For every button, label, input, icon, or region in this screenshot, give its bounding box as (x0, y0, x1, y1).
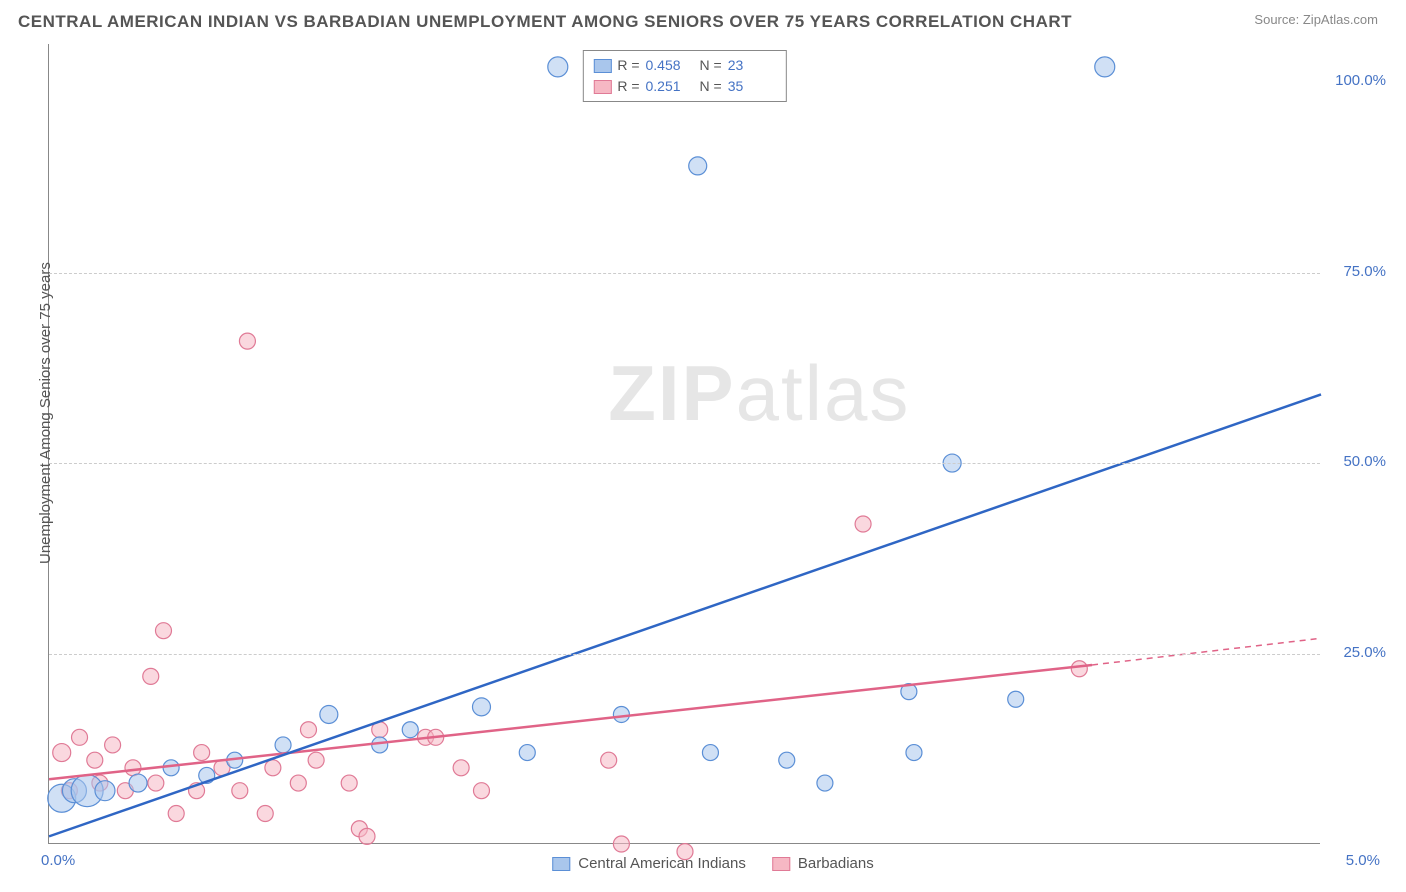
data-point (472, 698, 490, 716)
data-point (702, 745, 718, 761)
legend-swatch (593, 59, 611, 73)
data-point (155, 623, 171, 639)
data-point (473, 783, 489, 799)
plot-area: ZIPatlas Unemployment Among Seniors over… (48, 44, 1320, 844)
data-point (265, 760, 281, 776)
y-tick-label: 25.0% (1343, 644, 1386, 661)
legend-stat-row: R =0.458 N =23 (593, 55, 775, 76)
data-point (125, 760, 141, 776)
data-point (613, 706, 629, 722)
data-point (72, 729, 88, 745)
legend-label: Barbadians (798, 855, 874, 872)
regression-line (49, 665, 1092, 779)
data-point (275, 737, 291, 753)
x-tick-label: 0.0% (41, 852, 75, 869)
legend-swatch (552, 857, 570, 871)
data-point (817, 775, 833, 791)
data-point (359, 828, 375, 844)
data-point (239, 333, 255, 349)
source-citation: Source: ZipAtlas.com (1254, 12, 1378, 27)
legend-stat-row: R =0.251 N =35 (593, 76, 775, 97)
data-point (906, 745, 922, 761)
data-point (320, 705, 338, 723)
data-point (1095, 57, 1115, 77)
data-point (194, 745, 210, 761)
correlation-legend: R =0.458 N =23 R =0.251 N =35 (582, 50, 786, 102)
series-legend: Central American Indians Barbadians (552, 855, 873, 872)
legend-swatch (593, 80, 611, 94)
data-point (257, 806, 273, 822)
data-point (453, 760, 469, 776)
data-point (689, 157, 707, 175)
data-point (143, 668, 159, 684)
data-point (232, 783, 248, 799)
legend-item: Central American Indians (552, 855, 746, 872)
data-point (300, 722, 316, 738)
data-point (53, 744, 71, 762)
legend-label: Central American Indians (578, 855, 746, 872)
data-point (372, 737, 388, 753)
header: CENTRAL AMERICAN INDIAN VS BARBADIAN UNE… (0, 0, 1406, 32)
data-point (168, 806, 184, 822)
x-tick-label: 5.0% (1346, 852, 1380, 869)
data-point (1008, 691, 1024, 707)
data-point (613, 836, 629, 852)
data-point (95, 781, 115, 801)
data-point (1071, 661, 1087, 677)
data-point (129, 774, 147, 792)
data-point (855, 516, 871, 532)
legend-swatch (772, 857, 790, 871)
y-tick-label: 50.0% (1343, 453, 1386, 470)
data-point (105, 737, 121, 753)
data-point (163, 760, 179, 776)
data-point (519, 745, 535, 761)
chart-container: ZIPatlas Unemployment Among Seniors over… (48, 44, 1378, 844)
data-point (548, 57, 568, 77)
data-point (148, 775, 164, 791)
data-point (290, 775, 306, 791)
chart-svg (49, 44, 1320, 843)
y-tick-label: 100.0% (1335, 72, 1386, 89)
data-point (308, 752, 324, 768)
regression-line (49, 394, 1321, 836)
data-point (341, 775, 357, 791)
data-point (601, 752, 617, 768)
y-tick-label: 75.0% (1343, 263, 1386, 280)
data-point (87, 752, 103, 768)
regression-line-extrapolated (1092, 638, 1321, 665)
chart-title: CENTRAL AMERICAN INDIAN VS BARBADIAN UNE… (18, 12, 1072, 32)
data-point (779, 752, 795, 768)
legend-item: Barbadians (772, 855, 874, 872)
data-point (402, 722, 418, 738)
